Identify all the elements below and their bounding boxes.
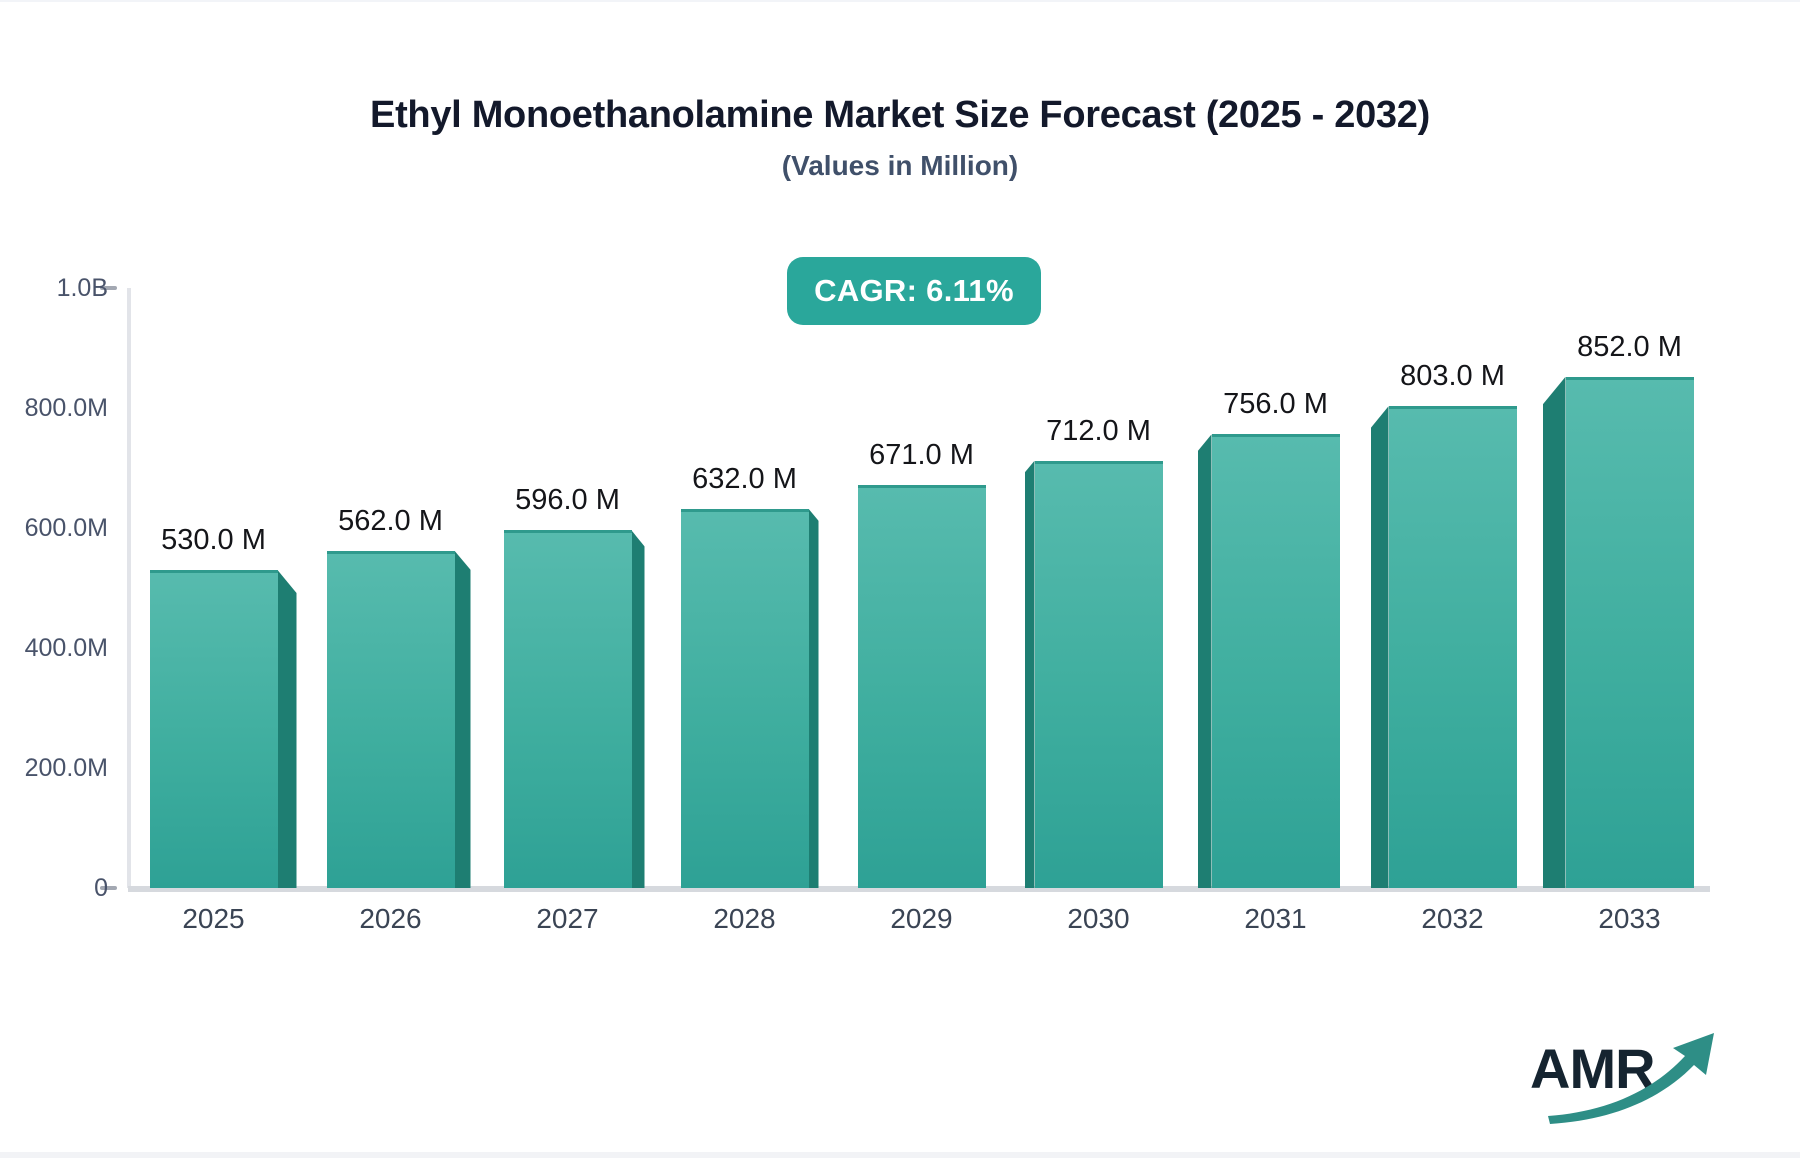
y-axis-label-0: 0 — [94, 874, 108, 902]
bar-value-label-2026: 562.0 M — [338, 504, 443, 537]
y-axis-label-400.0M: 400.0M — [24, 634, 108, 662]
growth-arrow-icon — [1548, 1033, 1714, 1124]
bar-side-2033 — [1542, 376, 1566, 888]
bar-side-2026 — [454, 550, 471, 888]
bar-2027[interactable] — [503, 530, 632, 888]
y-axis-label-200.0M: 200.0M — [24, 754, 108, 782]
bar-2030[interactable] — [1034, 460, 1163, 888]
bar-side-2027 — [631, 530, 645, 888]
x-axis-label-2028: 2028 — [713, 903, 776, 934]
bottom-strip — [0, 1152, 1800, 1158]
y-axis-tick-top — [100, 286, 117, 290]
bar-value-label-2025: 530.0 M — [161, 524, 266, 556]
chart-title: Ethyl Monoethanolamine Market Size Forec… — [370, 94, 1430, 136]
bar-value-label-2027: 596.0 M — [515, 484, 620, 517]
chart-subtitle: (Values in Million) — [781, 150, 1019, 181]
bar-value-label-2031: 756.0 M — [1223, 388, 1328, 421]
y-axis-tick-zero — [100, 886, 117, 890]
bar-side-2032 — [1370, 406, 1389, 888]
bar-2026[interactable] — [326, 550, 455, 888]
x-axis-label-2026: 2026 — [359, 903, 422, 934]
x-axis-label-2031: 2031 — [1244, 903, 1307, 934]
y-axis-label-1.0B: 1.0B — [56, 274, 108, 302]
x-axis-label-2033: 2033 — [1598, 903, 1661, 934]
cagr-badge: CAGR: 6.11% — [787, 257, 1041, 325]
x-axis-label-2029: 2029 — [890, 903, 953, 934]
y-axis-label-800.0M: 800.0M — [24, 394, 108, 422]
bar-value-label-2030: 712.0 M — [1046, 414, 1151, 447]
bar-2031[interactable] — [1211, 434, 1340, 888]
bar-side-2031 — [1197, 434, 1212, 888]
bar-2025[interactable] — [149, 570, 278, 888]
y-axis-line — [127, 288, 131, 888]
bar-2029[interactable] — [857, 485, 986, 888]
bar-value-label-2032: 803.0 M — [1400, 360, 1505, 393]
x-axis-label-2025: 2025 — [182, 903, 245, 934]
x-axis-label-2027: 2027 — [536, 903, 599, 934]
amr-logo: AMR — [1528, 1028, 1728, 1128]
bar-side-2025 — [277, 570, 297, 888]
x-axis-label-2030: 2030 — [1067, 903, 1130, 934]
x-axis-label-2032: 2032 — [1421, 903, 1484, 934]
x-axis-line — [128, 886, 1710, 892]
bar-2032[interactable] — [1388, 406, 1517, 888]
bar-2033[interactable] — [1565, 376, 1694, 888]
bar-side-2028 — [808, 508, 819, 888]
amr-logo-text: AMR — [1530, 1037, 1656, 1100]
bar-value-label-2033: 852.0 M — [1577, 330, 1682, 363]
bar-2028[interactable] — [680, 508, 809, 888]
bar-value-label-2029: 671.0 M — [869, 439, 974, 472]
bar-side-2030 — [1024, 460, 1035, 888]
bar-value-label-2028: 632.0 M — [692, 462, 797, 495]
y-axis-label-600.0M: 600.0M — [24, 514, 108, 542]
